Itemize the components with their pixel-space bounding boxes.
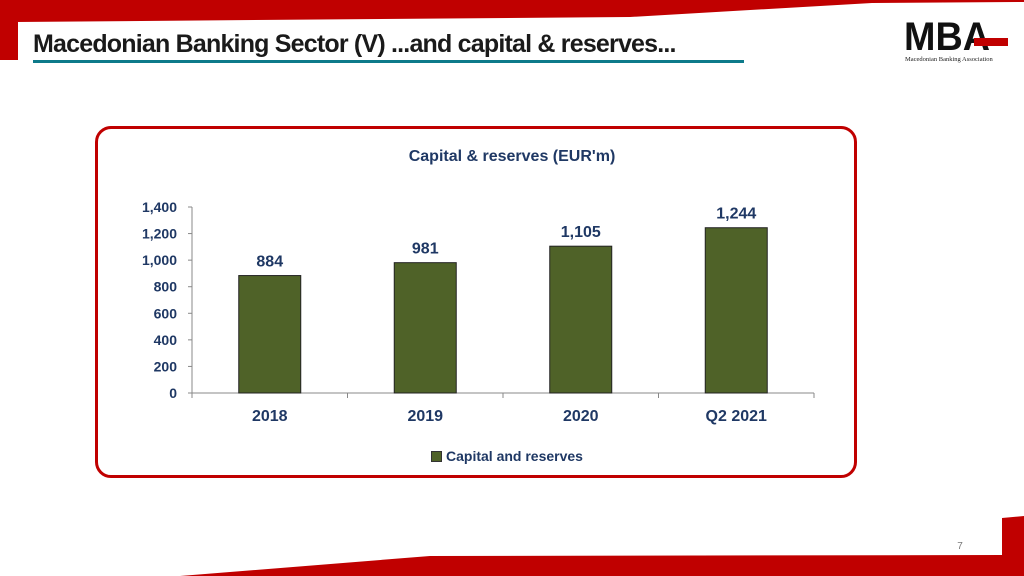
bar [549,245,613,394]
data-label: 884 [256,254,283,271]
y-tick-label: 1,000 [142,252,177,268]
page-number: 7 [957,541,963,552]
top-red-band [0,0,1024,24]
legend-label: Capital and reserves [446,448,583,464]
y-tick-label: 1,400 [142,199,177,215]
bar [393,262,457,394]
logo-caption: Macedonian Banking Association [905,56,993,63]
y-tick-label: 200 [154,358,178,374]
y-tick-label: 600 [154,305,178,321]
logo-red-bar [974,38,1008,46]
data-label: 981 [412,241,439,258]
bar [704,227,768,394]
y-tick-label: 1,200 [142,226,177,242]
y-tick-label: 800 [154,279,178,295]
legend-swatch [431,450,442,462]
chart-title: Capital & reserves (EUR'm) [408,148,616,165]
bottom-red-band [180,516,1024,576]
y-tick-label: 0 [169,385,177,401]
logo-wordmark: MBA [904,15,990,59]
slide-title: Macedonian Banking Sector (V) ...and cap… [33,30,677,58]
mba-logo: MBA [904,15,1008,59]
chart-legend: Capital and reserves [431,448,583,464]
bar [238,275,302,394]
title-underline [33,60,744,63]
left-red-tab [0,22,18,60]
y-tick-label: 400 [154,332,178,348]
x-tick-label: 2020 [563,408,599,425]
x-tick-label: 2018 [252,408,288,425]
x-tick-label: Q2 2021 [706,408,767,425]
data-label: 1,105 [561,224,601,241]
x-tick-label: 2019 [407,408,443,425]
data-label: 1,244 [716,206,756,223]
